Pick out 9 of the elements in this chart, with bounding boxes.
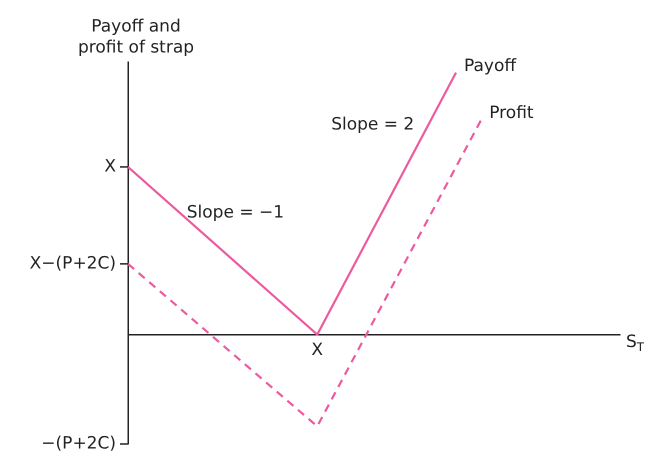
text: −(P+2C): [41, 433, 116, 454]
y-axis-title: Payoff and profit of strap: [78, 16, 194, 58]
text: X: [104, 156, 116, 176]
annotation: Slope = −1: [186, 202, 284, 223]
text: X−(P+2C): [30, 253, 116, 274]
annotation: Slope = 2: [331, 114, 414, 134]
series-label: Payoff: [464, 56, 518, 76]
annotation: X: [311, 340, 324, 360]
series-label: Profit: [489, 103, 534, 124]
